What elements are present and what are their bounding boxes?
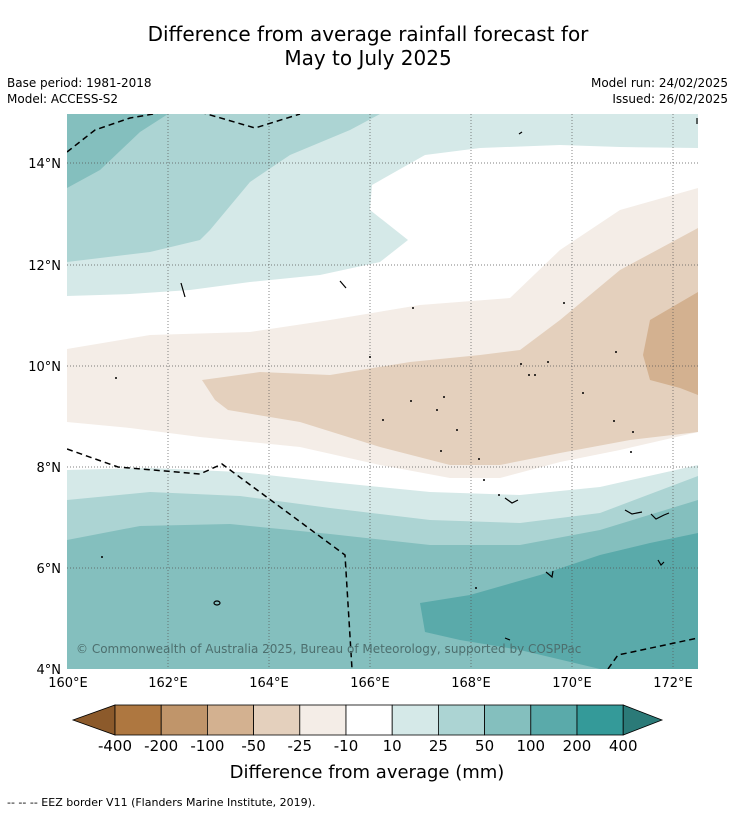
lon-label: 164°E [249, 676, 289, 691]
lat-label: 12°N [28, 259, 61, 274]
colorbar-segment [484, 704, 532, 736]
colorbar-segment [253, 704, 301, 736]
colorbar-tick-label: -100 [190, 737, 224, 755]
copyright-text: © Commonwealth of Australia 2025, Bureau… [76, 642, 581, 656]
colorbar-segment [437, 704, 485, 736]
islands [180, 118, 698, 641]
colorbar-segment [576, 704, 624, 736]
title-line-2: May to July 2025 [284, 46, 452, 70]
forecast-map: © Commonwealth of Australia 2025, Bureau… [28, 114, 698, 783]
lat-label: 14°N [28, 157, 61, 172]
contour-fills: © Commonwealth of Australia 2025, Bureau… [67, 114, 698, 669]
colorbar [71, 704, 664, 736]
colorbar-segment [345, 704, 393, 736]
lon-label: 166°E [350, 676, 390, 691]
base-period: Base period: 1981-2018 [7, 76, 152, 90]
colorbar-segment [391, 704, 439, 736]
colorbar-extend-high [622, 704, 664, 736]
lat-label: 6°N [37, 562, 62, 577]
issued-date: Issued: 26/02/2025 [612, 92, 728, 106]
colorbar-tick-label: -25 [288, 737, 313, 755]
colorbar-segment [114, 704, 162, 736]
fill-100-200-south [420, 533, 698, 669]
meta-right: Model run: 24/02/2025 Issued: 26/02/2025 [591, 75, 728, 107]
lat-labels: 14°N 12°N 10°N 8°N 6°N 4°N [28, 157, 61, 678]
colorbar-segment [530, 704, 578, 736]
gridlines [67, 114, 698, 669]
lon-label: 160°E [48, 676, 88, 691]
model-name: Model: ACCESS-S2 [7, 92, 119, 106]
colorbar-segment [299, 704, 347, 736]
colorbar-tick-label: 400 [609, 737, 638, 755]
colorbar-segment [160, 704, 208, 736]
colorbar-tick-label: 50 [475, 737, 494, 755]
colorbar-tick-label: -10 [334, 737, 359, 755]
colorbar-title: Difference from average (mm) [230, 762, 505, 783]
lon-label: 162°E [148, 676, 188, 691]
lat-label: 8°N [37, 461, 62, 476]
colorbar-tick-label: -50 [241, 737, 266, 755]
colorbar-tick-label: 200 [563, 737, 592, 755]
fill-minus50-minus100 [643, 292, 698, 395]
colorbar-tick-label: 10 [383, 737, 402, 755]
eez-borders [67, 114, 698, 669]
lon-labels: 160°E 162°E 164°E 166°E 168°E 170°E 172°… [48, 676, 693, 691]
colorbar-tick-label: 25 [429, 737, 448, 755]
fill-25-50-north [67, 114, 380, 262]
lon-label: 170°E [552, 676, 592, 691]
lon-label: 168°E [451, 676, 491, 691]
eez-footnote: -- -- -- EEZ border V11 (Flanders Marine… [7, 796, 316, 809]
meta-left: Base period: 1981-2018 Model: ACCESS-S2 [7, 75, 152, 107]
lat-label: 4°N [37, 663, 62, 678]
colorbar-tick-label: -400 [98, 737, 132, 755]
map-title: Difference from average rainfall forecas… [0, 22, 736, 70]
colorbar-segment [206, 704, 254, 736]
title-line-1: Difference from average rainfall forecas… [147, 22, 589, 46]
island-dots [101, 302, 634, 589]
lat-label: 10°N [28, 360, 61, 375]
colorbar-tick-label: 100 [516, 737, 545, 755]
lon-label: 172°E [653, 676, 693, 691]
colorbar-extend-low [71, 704, 116, 736]
fill-minus25-minus50 [202, 228, 698, 465]
colorbar-tick-label: -200 [144, 737, 178, 755]
colorbar-labels: -400 -200 -100 -50 -25 -10 10 25 50 100 200 400 [98, 737, 638, 755]
model-run: Model run: 24/02/2025 [590, 76, 728, 90]
